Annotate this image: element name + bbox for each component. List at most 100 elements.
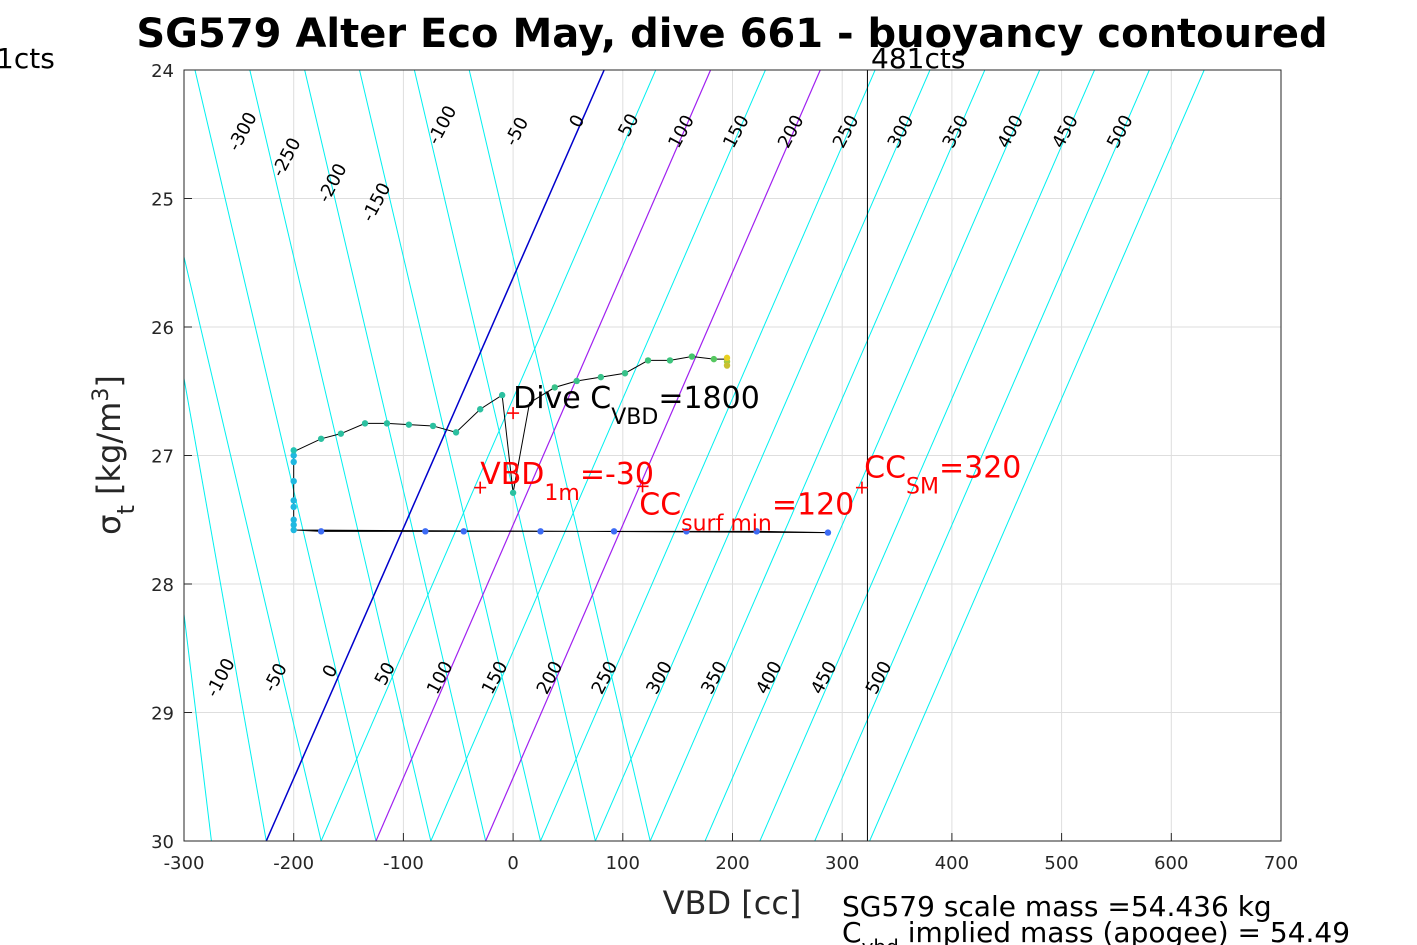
sample-dot	[290, 478, 297, 485]
contour-line	[814, 70, 1150, 841]
sample-dot	[337, 430, 345, 437]
contour-label: 350	[938, 112, 973, 152]
vbd-1m-annotation: VBD1m=-30	[480, 457, 654, 506]
sample-dot	[498, 391, 506, 399]
contour-label: -250	[268, 134, 306, 180]
sample-dot	[361, 420, 369, 427]
sample-dot	[573, 377, 580, 385]
y-axis-ticks: 24 25 26 27 28 29 30	[151, 61, 192, 853]
contour-line	[413, 70, 596, 841]
y-label-sub: t	[112, 505, 140, 514]
contour-line	[594, 70, 931, 841]
contour-line	[704, 70, 1041, 841]
contour-line	[184, 254, 322, 841]
contour-label: -100	[202, 655, 240, 701]
sample-dot	[551, 384, 558, 391]
sample-dot	[405, 421, 413, 428]
sample-dot	[422, 528, 429, 535]
x-tick-label: 100	[606, 853, 640, 874]
y-label-unit-sup: 3	[89, 388, 114, 402]
x-tick-label: 600	[1154, 853, 1188, 874]
cc-sm-value: =320	[939, 450, 1021, 485]
sample-dot	[710, 355, 718, 363]
sample-dot	[723, 354, 731, 362]
y-tick-label: 25	[151, 190, 174, 211]
sample-dot	[509, 489, 517, 496]
left-counts-label: 1cts	[0, 42, 55, 75]
contour-label: -300	[224, 109, 262, 155]
contour-label: -50	[260, 660, 292, 696]
contour-line	[304, 70, 487, 841]
sample-dot	[476, 406, 484, 413]
contour-line	[430, 70, 766, 841]
contour-label: 500	[1103, 112, 1138, 152]
y-tick-label: 28	[151, 575, 174, 596]
sample-dot	[317, 435, 325, 442]
sample-dot	[290, 497, 297, 504]
sample-dot	[610, 528, 618, 535]
contour-line	[265, 70, 605, 841]
contour-label: 300	[884, 112, 919, 152]
sample-dot	[317, 528, 325, 535]
contour-label: 100	[664, 112, 699, 152]
vbd-1m-sub: 1m	[544, 481, 579, 506]
x-tick-label: -300	[164, 853, 205, 874]
grid-lines	[184, 70, 1281, 841]
sample-dot	[290, 526, 297, 534]
sample-dot	[429, 422, 437, 430]
sample-dot	[460, 528, 467, 535]
cc-surf-min-base: CC	[639, 488, 681, 523]
buoyancy-contours	[184, 70, 1205, 841]
contour-line	[540, 70, 876, 841]
dive-cvbd-base: Dive C	[513, 381, 611, 416]
y-tick-label: 24	[151, 61, 174, 82]
contour-line	[649, 70, 986, 841]
dive-cvbd-annotation: Dive CVBD=1800	[513, 381, 760, 430]
sample-dot	[666, 357, 674, 364]
sample-dot	[688, 353, 696, 360]
sample-dot	[383, 420, 391, 427]
y-tick-label: 27	[151, 447, 174, 468]
x-tick-label: -100	[383, 853, 424, 874]
vbd-1m-base: VBD	[480, 457, 544, 492]
sample-dot	[723, 362, 731, 369]
trajectory-line	[293, 356, 828, 534]
contour-label: -100	[424, 102, 462, 148]
contour-label: 250	[829, 112, 864, 152]
x-tick-label: 400	[935, 853, 969, 874]
contour-line	[485, 70, 821, 841]
implied-mass-base: C	[842, 916, 862, 945]
y-label-unit: [kg/m	[90, 402, 128, 505]
contour-line	[194, 70, 377, 841]
contour-label: -200	[314, 160, 352, 206]
cc-surf-min-sub: surf min	[681, 512, 772, 537]
contour-line	[375, 70, 712, 841]
contour-line	[320, 70, 657, 841]
cc-surf-min-annotation: CCsurf min=120	[639, 488, 854, 537]
x-tick-label: -200	[273, 853, 314, 874]
contour-line	[184, 610, 212, 841]
sample-dot	[290, 521, 297, 529]
x-axis-ticks: -300 -200 -100 0 100 200 300 400 500 600 700	[164, 833, 1298, 874]
sample-dot	[290, 447, 297, 454]
y-tick-label: 29	[151, 704, 174, 725]
y-axis-label: σt [kg/m3]	[89, 375, 141, 535]
dive-trajectory	[293, 356, 828, 534]
vbd-1m-value: =-30	[580, 457, 654, 492]
sample-dot	[753, 528, 760, 535]
sample-dot	[597, 373, 605, 381]
implied-mass-sub: vbd	[862, 935, 899, 945]
cc-sm-base: CC	[864, 450, 906, 485]
sample-dot	[621, 370, 629, 377]
sample-dot	[290, 452, 297, 459]
contour-label: 400	[993, 112, 1028, 152]
sample-dot	[290, 516, 297, 523]
x-tick-label: 200	[715, 853, 749, 874]
contour-label: -50	[501, 114, 533, 150]
contour-line	[869, 70, 1205, 841]
cc-surf-min-value: =120	[772, 488, 854, 523]
sample-dot	[452, 429, 460, 436]
contour-line	[184, 375, 267, 841]
contour-line	[468, 70, 651, 841]
contour-label: 50	[614, 110, 643, 140]
